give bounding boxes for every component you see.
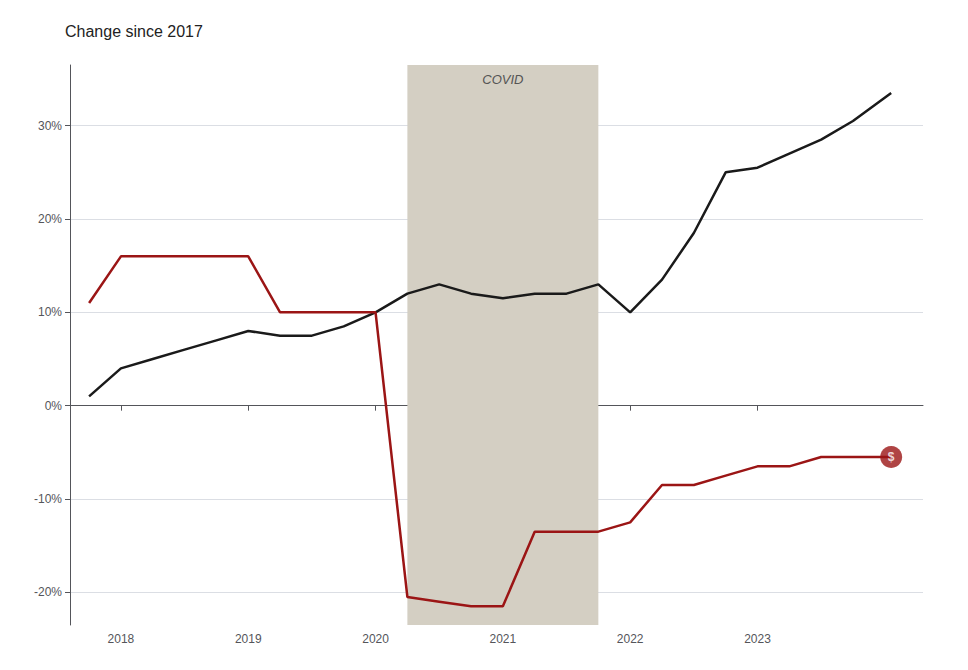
- svg-text:2022: 2022: [617, 632, 644, 646]
- svg-text:2018: 2018: [108, 632, 135, 646]
- svg-text:10%: 10%: [38, 305, 62, 319]
- svg-text:$: $: [888, 450, 895, 464]
- svg-text:2023: 2023: [744, 632, 771, 646]
- svg-text:COVID: COVID: [482, 72, 523, 87]
- svg-text:-20%: -20%: [34, 585, 62, 599]
- svg-text:2021: 2021: [490, 632, 517, 646]
- svg-text:30%: 30%: [38, 119, 62, 133]
- svg-text:0%: 0%: [45, 399, 63, 413]
- svg-text:2019: 2019: [235, 632, 262, 646]
- svg-text:2020: 2020: [362, 632, 389, 646]
- svg-text:20%: 20%: [38, 212, 62, 226]
- svg-text:Change since 2017: Change since 2017: [65, 23, 203, 40]
- svg-text:-10%: -10%: [34, 492, 62, 506]
